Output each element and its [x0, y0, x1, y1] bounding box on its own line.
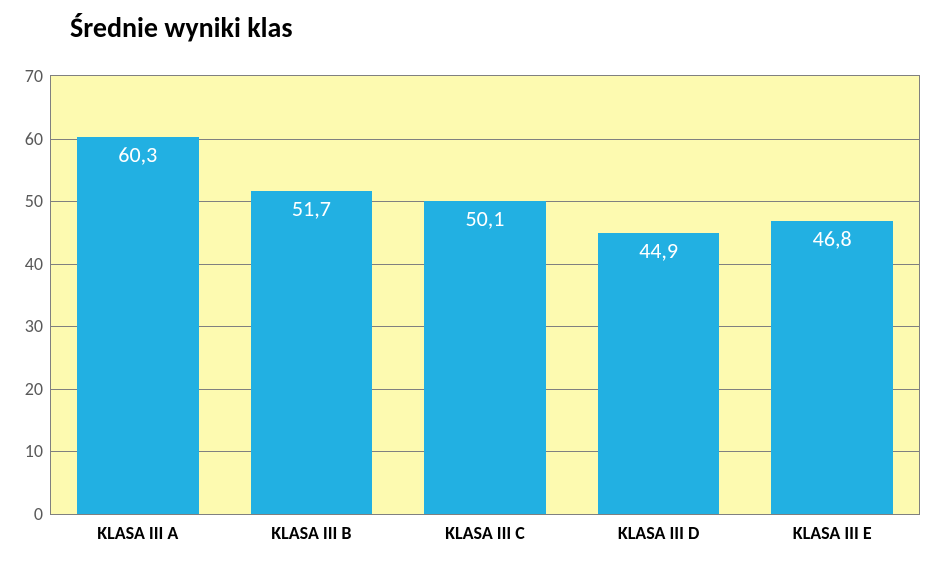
- bar-value-label: 50,1: [465, 205, 504, 232]
- bar-slot: 46,8KLASA III E: [745, 76, 919, 514]
- x-tick-label: KLASA III E: [793, 522, 872, 544]
- x-tick-label: KLASA III C: [445, 522, 525, 544]
- y-tick-label: 40: [25, 253, 43, 275]
- plot-area: 60,3KLASA III A51,7KLASA III B50,1KLASA …: [50, 75, 920, 515]
- bar-value-label: 51,7: [292, 195, 331, 222]
- x-tick-label: KLASA III A: [97, 522, 178, 544]
- bar-value-label: 44,9: [639, 237, 678, 264]
- y-tick-label: 20: [25, 378, 43, 400]
- bar-slot: 51,7KLASA III B: [225, 76, 399, 514]
- y-tick-label: 10: [25, 440, 43, 462]
- y-tick-label: 50: [25, 190, 43, 212]
- bar: 46,8: [771, 221, 893, 514]
- x-tick-label: KLASA III D: [618, 522, 699, 544]
- bar-slot: 50,1KLASA III C: [398, 76, 572, 514]
- bars-layer: 60,3KLASA III A51,7KLASA III B50,1KLASA …: [51, 76, 919, 514]
- bar-slot: 44,9KLASA III D: [572, 76, 746, 514]
- bar-value-label: 60,3: [118, 141, 157, 168]
- bar-value-label: 46,8: [813, 225, 852, 252]
- y-tick-label: 60: [25, 128, 43, 150]
- bar: 51,7: [251, 191, 373, 514]
- bar-slot: 60,3KLASA III A: [51, 76, 225, 514]
- bar: 44,9: [598, 233, 720, 514]
- bar: 50,1: [424, 201, 546, 514]
- bar: 60,3: [77, 137, 199, 514]
- x-tick-label: KLASA III B: [271, 522, 351, 544]
- bar-chart: Średnie wyniki klas 60,3KLASA III A51,7K…: [0, 0, 944, 569]
- chart-title: Średnie wyniki klas: [70, 10, 293, 45]
- y-tick-label: 0: [34, 503, 43, 525]
- y-tick-label: 30: [25, 315, 43, 337]
- y-tick-label: 70: [25, 65, 43, 87]
